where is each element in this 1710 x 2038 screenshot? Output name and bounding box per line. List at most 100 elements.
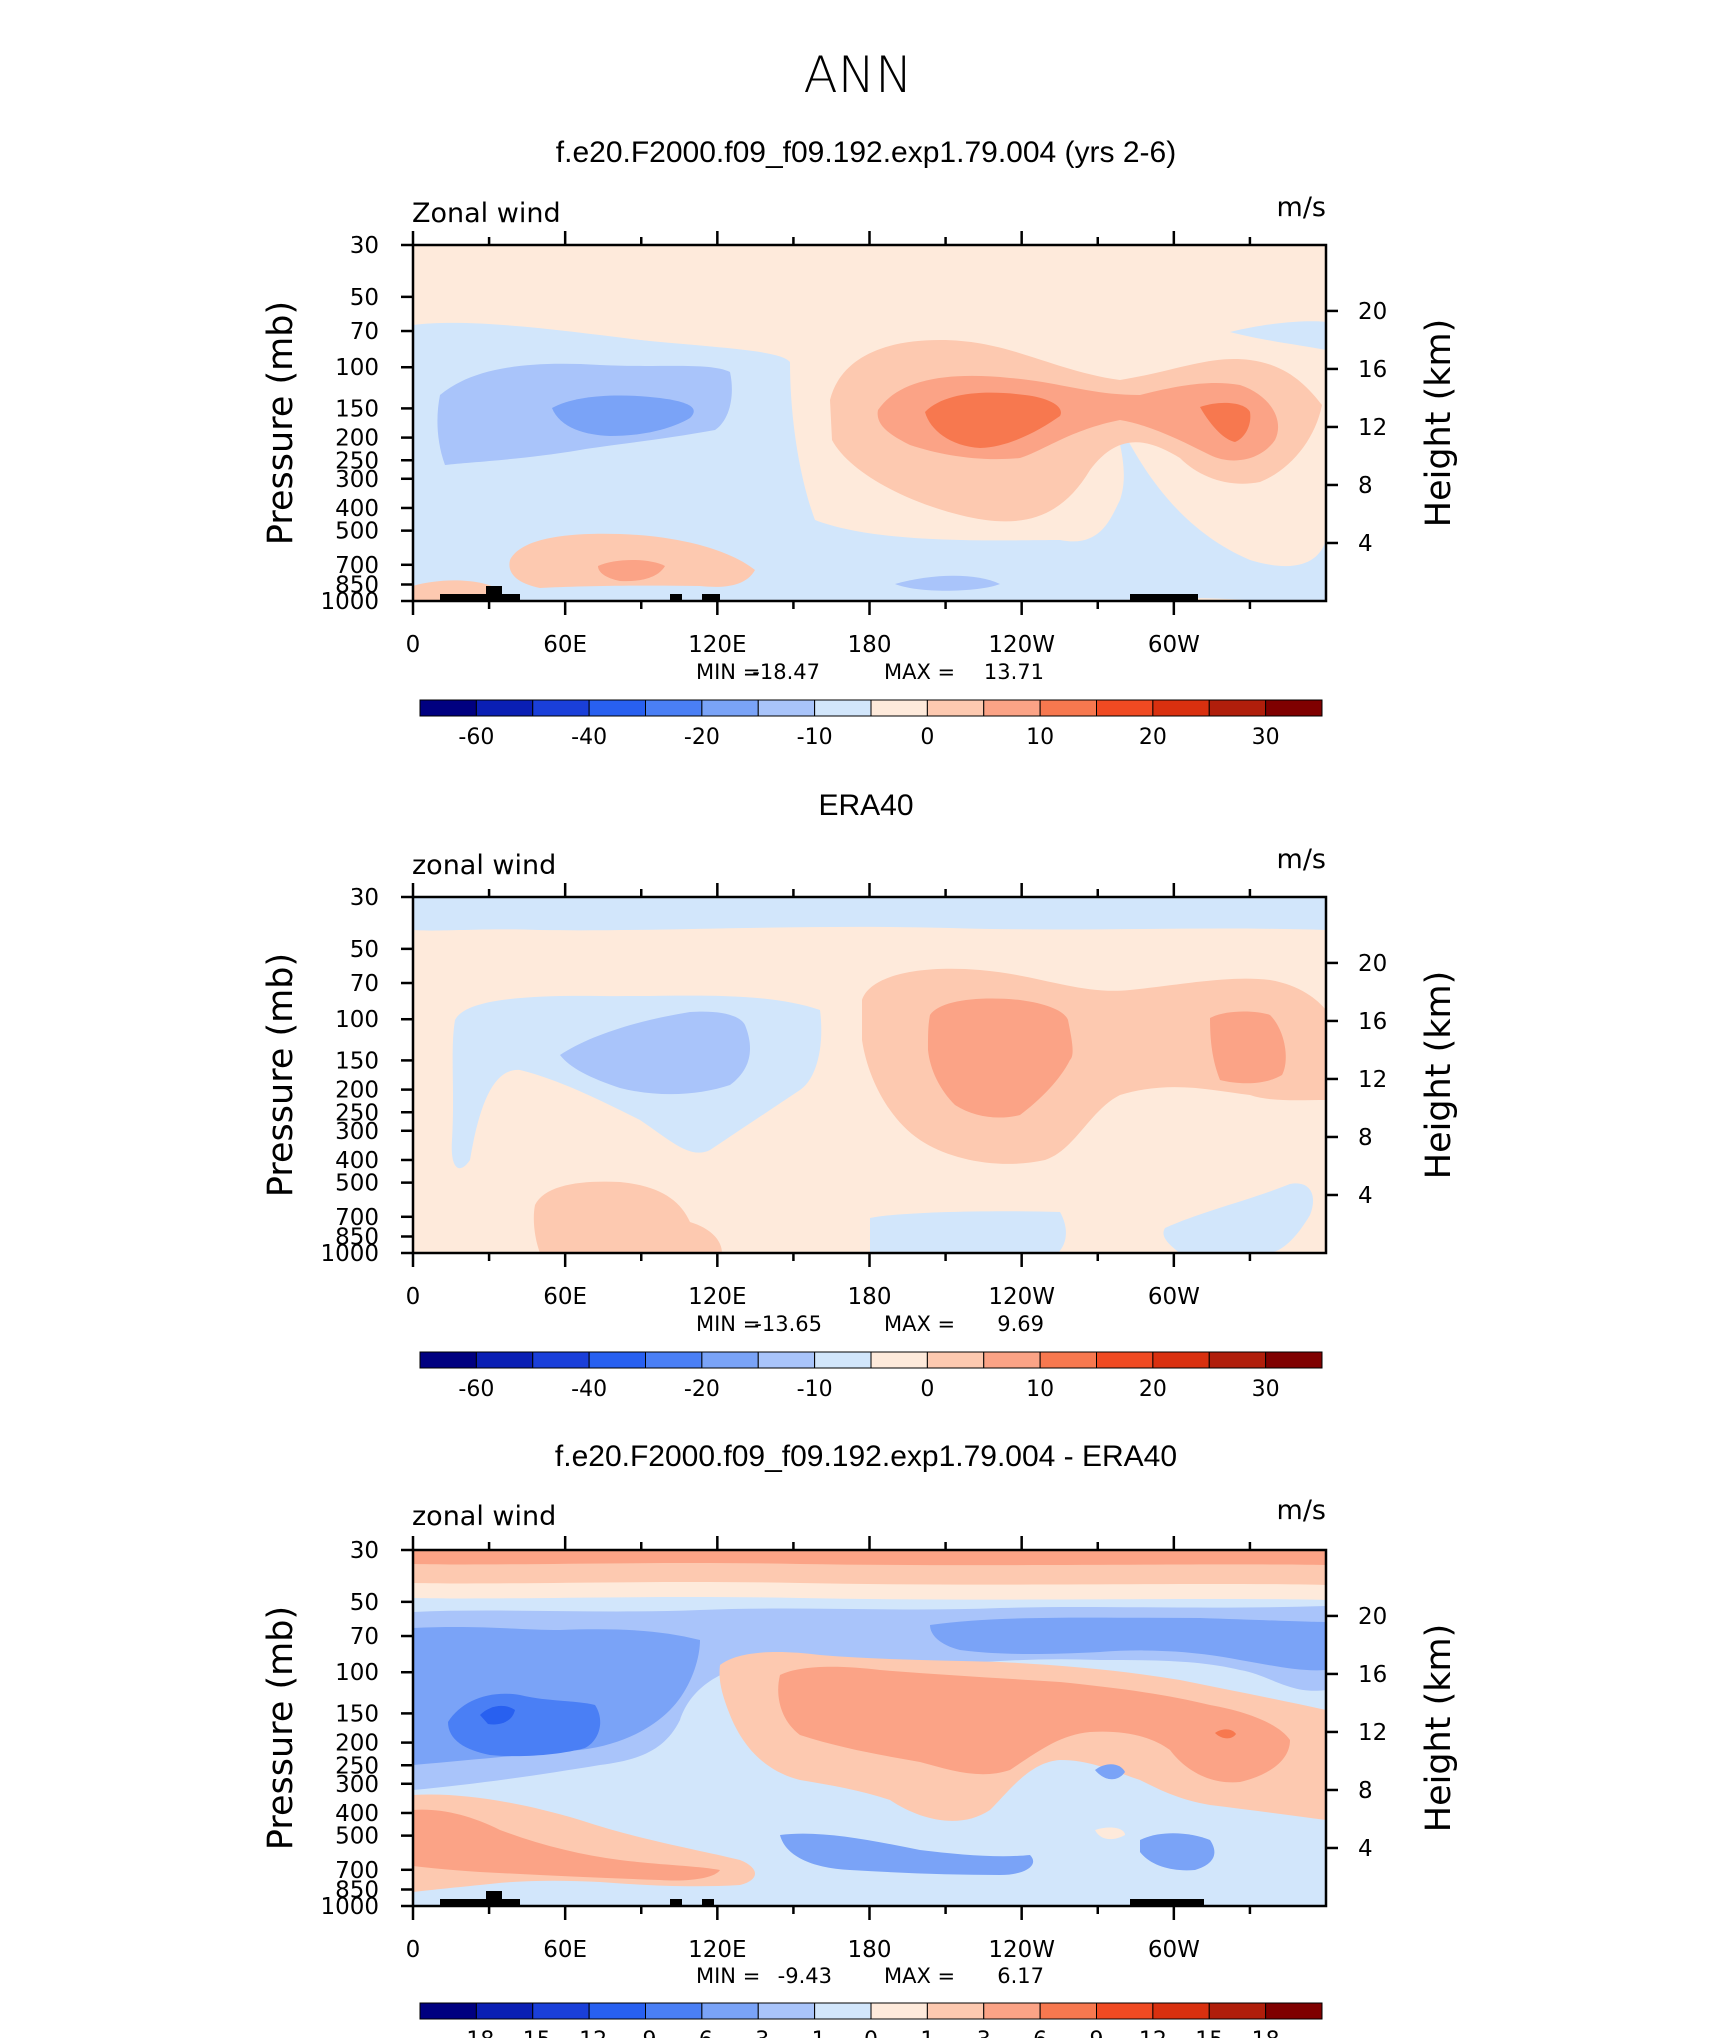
- y-tick-label: 300: [335, 1119, 379, 1145]
- x-tick-label: 120W: [988, 632, 1055, 658]
- units-label: m/s: [1277, 844, 1326, 875]
- colorbar: -60 -40 -20 -10 0 10 20 30: [419, 699, 1323, 750]
- panel-title: ERA40: [818, 789, 913, 822]
- y-tick-label: 850: [335, 573, 379, 599]
- x-tick-label: 120E: [688, 1284, 746, 1310]
- x-tick-label: 180: [848, 632, 892, 658]
- colorbar-label: 0: [864, 2028, 878, 2038]
- y-right-tick-label: 12: [1358, 415, 1387, 441]
- colorbar-label: 10: [1026, 1377, 1054, 1402]
- colorbar-swatch: [588, 1351, 646, 1369]
- colorbar-label: -6: [691, 2028, 713, 2038]
- x-tick-label: 60W: [1148, 1937, 1200, 1963]
- land-block: [440, 1899, 520, 1906]
- colorbar-swatch: [532, 1351, 590, 1369]
- colorbar-swatch: [419, 699, 477, 717]
- colorbar: -18 -15 -12 -9 -6 -3 -1 0 1 3 6 9 12 15 18: [419, 2002, 1323, 2038]
- contour-band-neg6-east: [930, 1617, 1326, 1671]
- contour-red-lower: [533, 1181, 722, 1253]
- colorbar-label: 6: [1033, 2028, 1047, 2038]
- colorbar-label: 20: [1139, 1377, 1167, 1402]
- colorbar-label: -60: [458, 1377, 494, 1402]
- land-block: [702, 1899, 714, 1906]
- colorbar-swatch: [1265, 1351, 1323, 1369]
- stats: MIN = -13.65 MAX = 9.69: [696, 1312, 1044, 1336]
- y-tick-label: 200: [335, 426, 379, 452]
- y-right-tick-label: 8: [1358, 1125, 1373, 1151]
- colorbar-label: -10: [797, 725, 833, 750]
- contour-neg12-core: [480, 1705, 515, 1725]
- max-label: MAX =: [884, 1964, 955, 1988]
- contour-fills: [413, 1550, 1326, 1892]
- colorbar-label: -1: [804, 2028, 826, 2038]
- y-axis-right-label: Height (km): [1419, 971, 1459, 1180]
- land-mask: [440, 1891, 1204, 1906]
- land-block: [486, 586, 502, 594]
- colorbar-label: 30: [1252, 1377, 1280, 1402]
- colorbar-swatch: [645, 1351, 703, 1369]
- colorbar-swatch: [757, 699, 816, 717]
- contour-neg6-low-east: [1140, 1833, 1215, 1871]
- colorbar-swatch: [1039, 2002, 1097, 2020]
- y-right-tick-label: 16: [1358, 357, 1387, 383]
- y-right-tick-label: 4: [1358, 1183, 1373, 1209]
- colorbar-swatch: [1096, 2002, 1154, 2020]
- y-tick-label: 700: [335, 1858, 379, 1884]
- units-label: m/s: [1277, 192, 1326, 223]
- colorbar-swatch: [419, 1351, 477, 1369]
- colorbar-swatch: [419, 2002, 477, 2020]
- contour-neg9-core: [448, 1693, 601, 1757]
- contour-blue-low: [895, 575, 1000, 591]
- x-tick-label: 60W: [1148, 632, 1200, 658]
- colorbar-swatch: [983, 2002, 1041, 2020]
- colorbar-swatch: [532, 2002, 590, 2020]
- y-tick-label: 100: [335, 1007, 379, 1033]
- x-tick-label: 120W: [988, 1937, 1055, 1963]
- y-tick-label: 30: [350, 233, 379, 259]
- x-tick-label: 0: [406, 1937, 421, 1963]
- land-block: [486, 1891, 502, 1899]
- colorbar-label: 30: [1252, 725, 1280, 750]
- colorbar-swatch: [1265, 2002, 1323, 2020]
- colorbar-label: 9: [1090, 2028, 1104, 2038]
- land-block: [1130, 594, 1198, 601]
- colorbar-swatch: [926, 2002, 985, 2020]
- land-block: [1130, 1899, 1204, 1906]
- colorbar-swatch: [1208, 2002, 1267, 2020]
- y-right-tick-label: 20: [1358, 951, 1387, 977]
- contour-blue-upper-east: [1230, 321, 1326, 350]
- colorbar-swatch: [870, 2002, 928, 2020]
- y-right-tick-label: 8: [1358, 473, 1373, 499]
- colorbar-swatch: [926, 699, 985, 717]
- colorbar-label: -18: [458, 2028, 494, 2038]
- y-tick-label: 700: [335, 553, 379, 579]
- x-tick-label: 120E: [688, 1937, 746, 1963]
- contour-neg6-spot: [1095, 1764, 1125, 1780]
- y-tick-label: 250: [335, 1100, 379, 1126]
- colorbar-swatch: [814, 699, 872, 717]
- y-tick-label: 250: [335, 448, 379, 474]
- max-label: MAX =: [884, 1312, 955, 1336]
- colorbar-label: -20: [684, 725, 720, 750]
- y-tick-label: 400: [335, 1148, 379, 1174]
- colorbar-swatch: [983, 699, 1041, 717]
- contour-red-15: [925, 392, 1061, 448]
- y-tick-label: 300: [335, 1772, 379, 1798]
- panel-title: f.e20.F2000.f09_f09.192.exp1.79.004 (yrs…: [556, 136, 1176, 169]
- y-tick-label: 850: [335, 1225, 379, 1251]
- y-tick-label: 70: [350, 971, 379, 997]
- colorbar-label: 0: [920, 725, 934, 750]
- land-block: [702, 594, 720, 601]
- y-right-tick-label: 12: [1358, 1067, 1387, 1093]
- colorbar-swatch: [645, 2002, 703, 2020]
- contour-pos3-sw: [413, 1809, 720, 1881]
- colorbar-swatch: [701, 1351, 759, 1369]
- variable-label: Zonal wind: [412, 198, 561, 229]
- y-tick-label: 100: [335, 355, 379, 381]
- colorbar-swatch: [1096, 699, 1154, 717]
- colorbar-swatch: [983, 1351, 1041, 1369]
- colorbar-swatch: [814, 2002, 872, 2020]
